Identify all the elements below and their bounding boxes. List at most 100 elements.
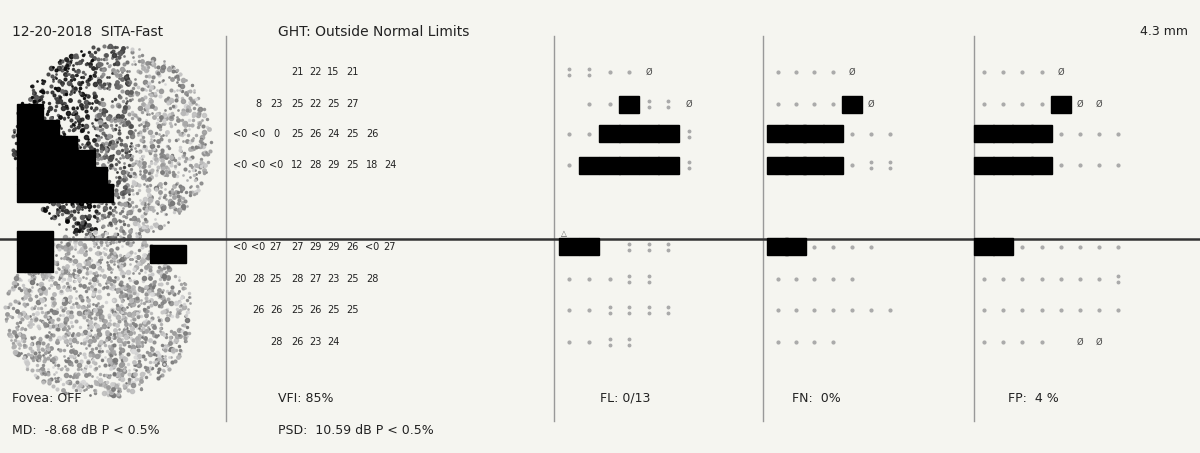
Bar <box>640 157 660 174</box>
Text: <0: <0 <box>233 160 247 170</box>
Text: 21: 21 <box>292 67 304 77</box>
Bar <box>17 231 53 251</box>
Text: 25: 25 <box>347 305 359 315</box>
Text: <0: <0 <box>233 242 247 252</box>
Text: PSD:  10.59 dB P < 0.5%: PSD: 10.59 dB P < 0.5% <box>278 424 434 437</box>
Bar <box>558 238 578 255</box>
Text: <0: <0 <box>365 242 379 252</box>
Text: 25: 25 <box>347 274 359 284</box>
Text: 25: 25 <box>347 129 359 139</box>
Text: 26: 26 <box>347 242 359 252</box>
Bar <box>994 238 1013 255</box>
Text: FN:  0%: FN: 0% <box>792 392 841 405</box>
Bar <box>17 136 77 152</box>
Bar <box>580 238 600 255</box>
Text: 0: 0 <box>272 129 280 139</box>
Bar <box>973 157 994 174</box>
Text: Ø: Ø <box>1096 337 1103 347</box>
Text: 27: 27 <box>384 242 396 252</box>
Bar <box>619 157 640 174</box>
Text: 25: 25 <box>292 305 304 315</box>
Text: Ø: Ø <box>1076 100 1084 109</box>
Text: Ø: Ø <box>848 68 856 77</box>
Bar <box>994 157 1013 174</box>
Text: Ø: Ø <box>685 100 692 109</box>
Text: GHT: Outside Normal Limits: GHT: Outside Normal Limits <box>278 25 469 39</box>
Text: 25: 25 <box>328 99 340 109</box>
Text: FP:  4 %: FP: 4 % <box>1008 392 1058 405</box>
Bar <box>17 104 43 120</box>
Text: <0: <0 <box>251 160 265 170</box>
Bar <box>619 125 640 142</box>
Text: 28: 28 <box>252 274 264 284</box>
Text: 22: 22 <box>310 67 322 77</box>
Bar <box>804 125 823 142</box>
Text: 12: 12 <box>292 160 304 170</box>
Text: 25: 25 <box>292 99 304 109</box>
Text: Ø: Ø <box>646 68 653 77</box>
Bar <box>1051 96 1072 113</box>
Bar <box>785 157 806 174</box>
Bar <box>823 157 842 174</box>
Bar <box>659 157 679 174</box>
Bar <box>823 125 842 142</box>
Text: 29: 29 <box>310 242 322 252</box>
Text: 27: 27 <box>292 242 304 252</box>
Bar <box>1013 157 1032 174</box>
Bar <box>150 245 186 263</box>
Text: 24: 24 <box>384 160 396 170</box>
Text: 27: 27 <box>310 274 322 284</box>
Text: Ø: Ø <box>868 100 875 109</box>
Text: MD:  -8.68 dB P < 0.5%: MD: -8.68 dB P < 0.5% <box>12 424 160 437</box>
Text: 26: 26 <box>292 337 304 347</box>
Text: 28: 28 <box>292 274 304 284</box>
Text: 29: 29 <box>328 160 340 170</box>
Text: 4.3 mm: 4.3 mm <box>1140 25 1188 38</box>
Text: 26: 26 <box>270 305 282 315</box>
Text: 26: 26 <box>252 305 264 315</box>
Text: Fovea: OFF: Fovea: OFF <box>12 392 82 405</box>
Text: 25: 25 <box>328 305 340 315</box>
Text: △: △ <box>562 229 566 238</box>
Text: 15: 15 <box>328 67 340 77</box>
Bar <box>17 184 113 202</box>
Text: 24: 24 <box>328 337 340 347</box>
Text: 27: 27 <box>270 242 282 252</box>
Text: 24: 24 <box>328 129 340 139</box>
Text: 23: 23 <box>310 337 322 347</box>
Text: 25: 25 <box>292 129 304 139</box>
Bar <box>804 157 823 174</box>
Text: VFI: 85%: VFI: 85% <box>278 392 334 405</box>
Bar <box>600 125 619 142</box>
Text: 26: 26 <box>310 305 322 315</box>
Bar <box>580 157 600 174</box>
Text: 23: 23 <box>328 274 340 284</box>
Text: 28: 28 <box>366 274 378 284</box>
Bar <box>973 238 994 255</box>
Bar <box>1031 125 1051 142</box>
Text: 18: 18 <box>366 160 378 170</box>
Bar <box>973 125 994 142</box>
Text: 23: 23 <box>270 99 282 109</box>
Text: 28: 28 <box>270 337 282 347</box>
Bar <box>659 125 679 142</box>
Text: 27: 27 <box>347 99 359 109</box>
Text: 26: 26 <box>310 129 322 139</box>
Text: <0: <0 <box>269 160 283 170</box>
Text: <0: <0 <box>251 129 265 139</box>
Bar <box>785 125 806 142</box>
Text: <0: <0 <box>233 129 247 139</box>
Bar <box>17 150 95 168</box>
Bar <box>785 238 806 255</box>
Bar <box>619 96 640 113</box>
Bar <box>1013 125 1032 142</box>
Text: Ø: Ø <box>1096 100 1103 109</box>
Text: 28: 28 <box>310 160 322 170</box>
Bar <box>768 238 787 255</box>
Text: FL: 0/13: FL: 0/13 <box>600 392 650 405</box>
Text: <0: <0 <box>251 242 265 252</box>
Text: 29: 29 <box>328 242 340 252</box>
Bar <box>1031 157 1051 174</box>
Text: Ø: Ø <box>1057 68 1064 77</box>
Bar <box>994 125 1013 142</box>
